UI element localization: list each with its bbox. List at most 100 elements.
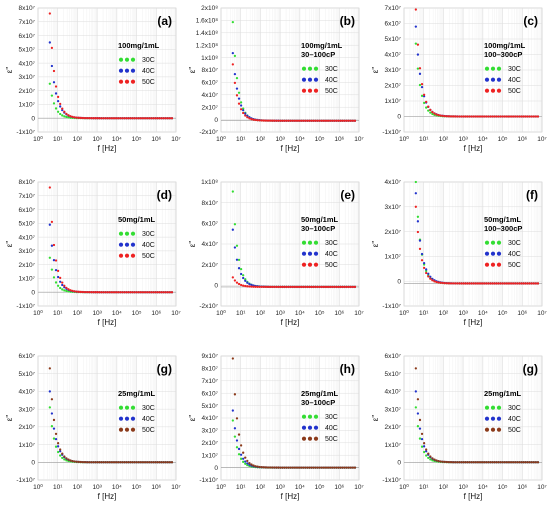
y-tick-label: 4x10⁷ bbox=[202, 92, 219, 99]
data-point bbox=[102, 461, 105, 464]
y-tick-label: 6x10⁷ bbox=[19, 353, 36, 360]
data-point bbox=[56, 450, 60, 454]
y-tick-label: 5x10⁷ bbox=[19, 371, 36, 378]
data-point bbox=[285, 466, 288, 469]
data-point bbox=[427, 105, 430, 108]
y-tick-label: 2x10⁷ bbox=[385, 83, 402, 90]
data-point bbox=[88, 291, 91, 294]
y-tick-label: 0 bbox=[31, 459, 35, 466]
data-point bbox=[59, 286, 62, 290]
data-point bbox=[454, 115, 457, 118]
data-point bbox=[271, 119, 274, 122]
data-point bbox=[52, 102, 56, 105]
data-point bbox=[491, 115, 494, 118]
data-point bbox=[285, 285, 288, 289]
data-point bbox=[318, 466, 321, 469]
x-tick-label: 10⁶ bbox=[151, 484, 161, 491]
x-tick-label: 10⁴ bbox=[478, 484, 488, 491]
data-point bbox=[244, 284, 247, 288]
data-point bbox=[148, 117, 151, 120]
data-point bbox=[418, 247, 422, 251]
legend-label: 30C bbox=[142, 231, 155, 238]
data-point bbox=[447, 460, 451, 464]
data-point bbox=[501, 461, 504, 464]
data-point bbox=[98, 117, 101, 120]
data-point bbox=[312, 466, 315, 469]
data-point bbox=[418, 418, 422, 422]
data-point bbox=[133, 461, 136, 464]
x-tick-label: 10¹ bbox=[419, 136, 429, 143]
data-point bbox=[156, 117, 159, 120]
data-point bbox=[52, 427, 56, 430]
data-point bbox=[536, 282, 540, 285]
data-point bbox=[75, 290, 78, 293]
data-point bbox=[474, 282, 478, 285]
data-point bbox=[418, 72, 422, 75]
data-point bbox=[81, 116, 85, 120]
data-point bbox=[322, 119, 326, 122]
y-tick-label: 0 bbox=[214, 283, 218, 290]
data-point bbox=[48, 367, 51, 370]
data-point bbox=[59, 112, 62, 116]
data-point bbox=[534, 461, 538, 464]
data-point bbox=[497, 461, 500, 464]
data-point bbox=[242, 109, 245, 112]
data-point bbox=[530, 282, 533, 285]
series-50C bbox=[414, 8, 540, 118]
y-tick-label: 0 bbox=[214, 465, 218, 472]
data-point bbox=[310, 285, 313, 289]
data-point bbox=[275, 285, 278, 289]
data-point bbox=[511, 461, 515, 464]
y-tick-label: -2x10⁷ bbox=[199, 303, 218, 310]
data-point bbox=[154, 291, 157, 294]
data-point bbox=[472, 461, 475, 464]
data-point bbox=[464, 115, 467, 118]
y-axis-label: ε" bbox=[188, 241, 197, 248]
x-tick-label: 10⁰ bbox=[33, 135, 43, 143]
data-point bbox=[129, 117, 132, 120]
data-point bbox=[52, 69, 56, 73]
legend-marker bbox=[484, 405, 490, 410]
y-axis-label: ε" bbox=[5, 241, 14, 248]
data-point bbox=[67, 288, 70, 291]
data-point bbox=[414, 192, 417, 195]
data-point bbox=[534, 115, 538, 118]
data-point bbox=[433, 112, 436, 115]
legend-marker bbox=[130, 427, 136, 432]
data-point bbox=[420, 437, 424, 441]
x-axis-label: f [Hz] bbox=[98, 492, 117, 501]
legend-label: 40C bbox=[508, 416, 521, 423]
data-point bbox=[67, 290, 70, 293]
data-point bbox=[85, 116, 89, 120]
data-point bbox=[119, 461, 122, 464]
data-point bbox=[324, 466, 328, 469]
data-point bbox=[164, 117, 167, 120]
data-point bbox=[470, 115, 473, 118]
data-point bbox=[499, 115, 502, 118]
data-point bbox=[143, 461, 147, 464]
data-point bbox=[454, 461, 457, 464]
legend-marker bbox=[484, 251, 490, 256]
data-point bbox=[439, 281, 442, 284]
data-point bbox=[244, 456, 247, 459]
data-point bbox=[158, 461, 161, 464]
data-point bbox=[61, 452, 64, 455]
data-point bbox=[90, 291, 93, 294]
data-point bbox=[414, 367, 417, 370]
data-point bbox=[281, 466, 284, 469]
data-point bbox=[464, 461, 467, 464]
x-tick-label: 10⁷ bbox=[354, 136, 364, 143]
data-point bbox=[435, 280, 438, 284]
data-point bbox=[441, 460, 444, 463]
x-tick-label: 10⁶ bbox=[517, 484, 527, 491]
data-point bbox=[168, 117, 172, 120]
data-point bbox=[77, 116, 80, 119]
y-tick-label: 6x10⁷ bbox=[385, 21, 402, 28]
data-point bbox=[439, 460, 442, 463]
data-point bbox=[54, 445, 58, 448]
data-point bbox=[239, 101, 243, 104]
legend-title: 100mg/1mL bbox=[301, 41, 343, 50]
y-tick-label: 6x10⁷ bbox=[19, 33, 36, 40]
panel-c: 10⁰ 10¹ 10² 10³ 10⁴ 10⁵ 10⁶ 10⁷ -1x10⁷ 0 1x10⁷ 2x10… bbox=[371, 5, 547, 153]
